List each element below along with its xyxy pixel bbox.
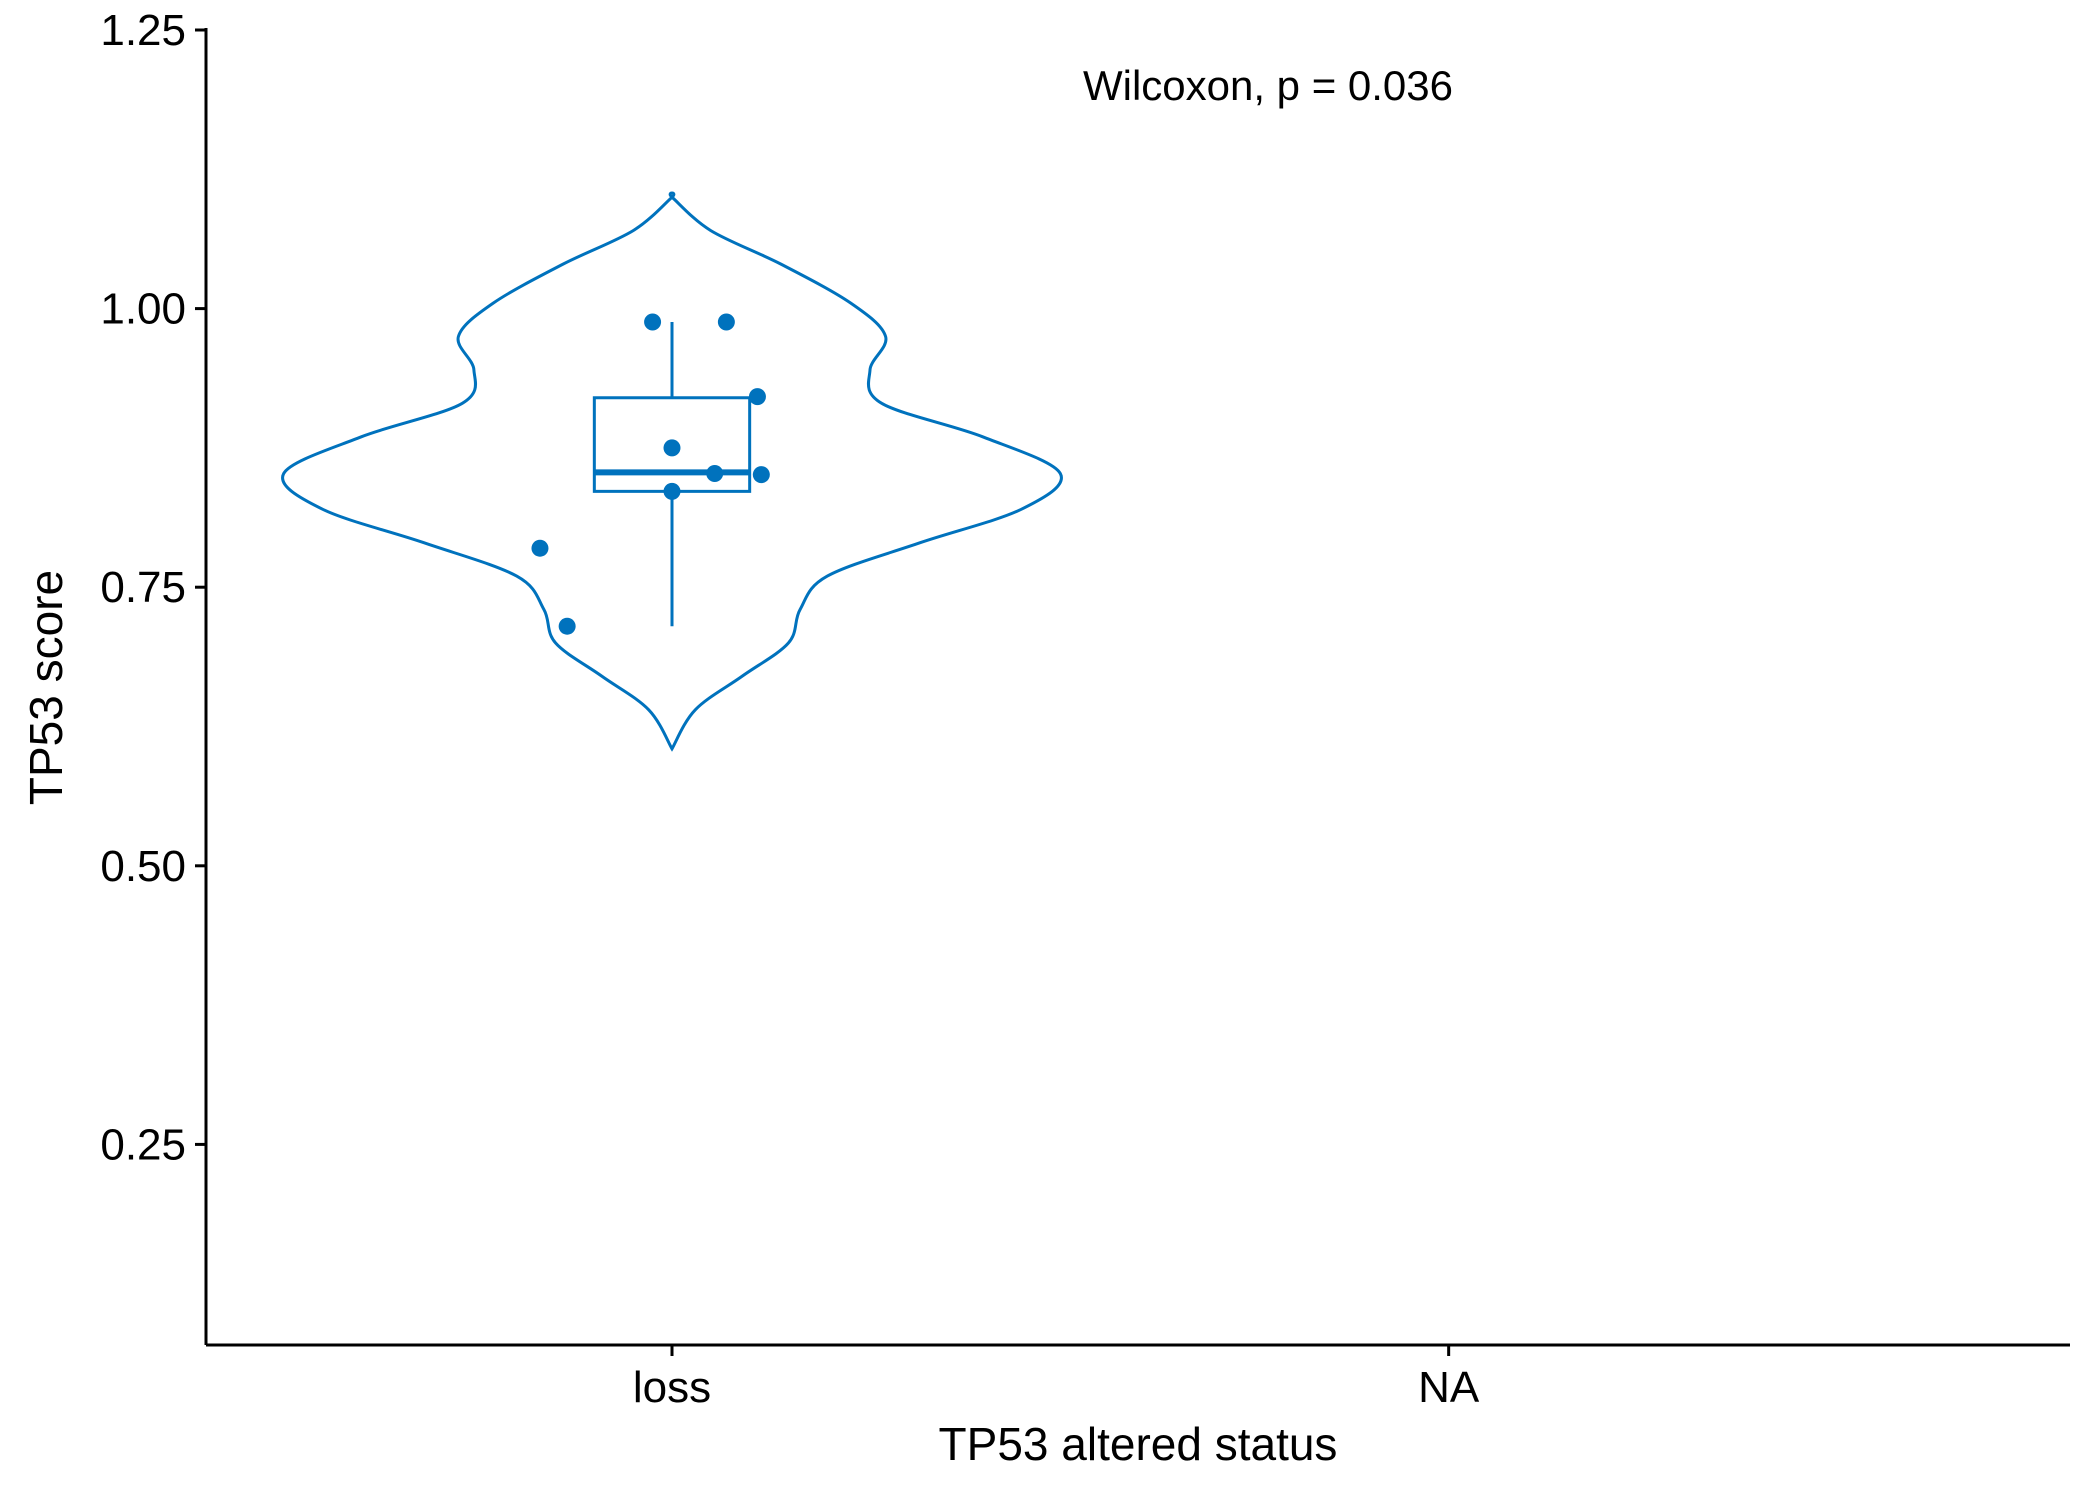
data-point bbox=[717, 313, 735, 331]
data-point bbox=[706, 465, 724, 483]
x-tick-label: loss bbox=[633, 1363, 711, 1412]
data-point bbox=[752, 466, 770, 484]
data-point bbox=[644, 313, 662, 331]
wilcoxon-annotation: Wilcoxon, p = 0.036 bbox=[1083, 62, 1453, 109]
plot-area bbox=[281, 191, 1063, 752]
x-ticks: loss NA bbox=[633, 1345, 1480, 1412]
data-point bbox=[663, 439, 681, 457]
y-tick-label: 0.25 bbox=[100, 1120, 186, 1169]
data-point bbox=[663, 482, 681, 500]
violin-loss bbox=[281, 191, 1063, 752]
y-tick-label: 0.50 bbox=[100, 842, 186, 891]
y-tick-label: 1.25 bbox=[100, 6, 186, 55]
y-tick-label: 1.00 bbox=[100, 285, 186, 334]
y-tick-label: 0.75 bbox=[100, 563, 186, 612]
y-axis-title: TP53 score bbox=[20, 570, 72, 805]
x-tick-label: NA bbox=[1418, 1363, 1480, 1412]
x-axis-title: TP53 altered status bbox=[939, 1418, 1338, 1470]
data-point bbox=[748, 388, 766, 406]
axes: 0.25 0.50 0.75 1.00 1.25 loss NA bbox=[100, 6, 2070, 1412]
data-point bbox=[531, 539, 549, 557]
data-point bbox=[558, 617, 576, 635]
y-ticks: 0.25 0.50 0.75 1.00 1.25 bbox=[100, 6, 206, 1169]
